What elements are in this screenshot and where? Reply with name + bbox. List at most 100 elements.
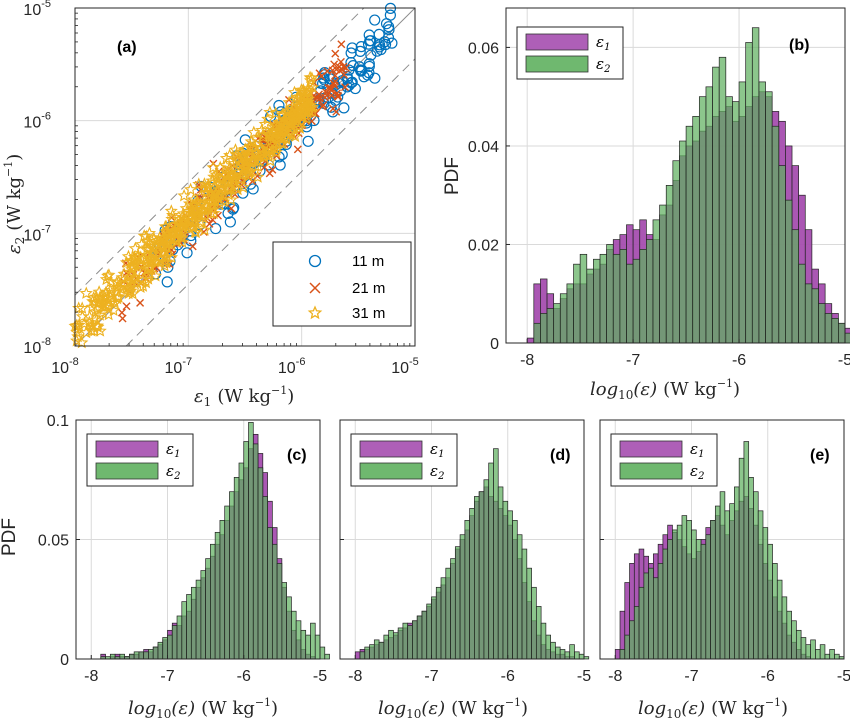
panel-e-bar-eps2	[767, 543, 773, 660]
panel-c-bar-eps2	[286, 596, 292, 660]
panel-c-bar-eps2	[233, 477, 240, 660]
panel-c-bar-eps2	[148, 649, 154, 660]
legend-label-31m: 31 m	[352, 305, 385, 322]
panel-c-xtick-label: -5	[313, 668, 327, 685]
scatter-point-31m	[77, 316, 91, 330]
panel-e-bar-eps2	[667, 539, 673, 660]
panel-e-bar-eps2	[710, 520, 716, 660]
legend-marker-21m	[309, 282, 321, 294]
scatter-point-31m	[160, 236, 174, 250]
scatter-point-31m	[146, 254, 160, 267]
panel-b-ytick-label: 0.02	[468, 237, 499, 254]
scatter-point-31m	[218, 158, 233, 172]
panel-b-tag: (b)	[789, 37, 809, 54]
panel-c-bar-eps2	[109, 653, 116, 660]
panel-d-bar-eps2	[426, 603, 432, 660]
scatter-point-31m	[294, 83, 308, 96]
panel-b-xlabel: log10(ε) (W kg−1)	[590, 377, 740, 402]
panel-d-bar-eps2	[550, 641, 556, 660]
panel-e-bar-eps2	[714, 505, 721, 660]
scatter-point-31m	[130, 276, 144, 289]
panel-a-axes-box	[74, 7, 416, 347]
scatter-point-31m	[306, 80, 320, 94]
panel-d-xtick-label: -7	[424, 668, 438, 685]
panel-e-bar-eps2	[734, 486, 740, 660]
panel-d-bar-eps2	[583, 656, 590, 660]
panel-e-bar-eps2	[633, 606, 640, 660]
scatter-point-31m	[124, 253, 138, 267]
panel-d-bar-eps2	[397, 627, 404, 660]
panel-d-ticks: -8 -7 -6 -5	[340, 419, 591, 685]
panel-d-bar-eps2	[421, 610, 428, 660]
scatter-point-31m	[269, 118, 283, 131]
panel-d-legend-swatch-1	[359, 440, 423, 458]
panel-e-bar-eps2	[672, 529, 678, 660]
panel-a-legend-box	[272, 241, 412, 327]
scatter-point-31m	[140, 240, 154, 254]
panel-e-xtick-label: -8	[608, 668, 622, 685]
panel-d-bar-eps2	[469, 508, 475, 660]
panel-e-bar-eps2	[738, 457, 745, 660]
panel-e-bar-eps2	[676, 524, 683, 660]
scatter-point-21m	[118, 314, 127, 323]
panel-b-bar-eps2	[758, 81, 766, 344]
scatter-point-31m	[93, 308, 107, 321]
scatter-point-31m	[283, 117, 297, 131]
panel-b-bar-eps2	[639, 249, 647, 344]
panel-b-axes-box	[505, 7, 846, 344]
scatter-point-31m	[84, 319, 98, 332]
panel-c-bar-eps2	[300, 629, 307, 660]
panel-e-legend-label-2: ε2	[690, 462, 704, 482]
panel-b-bar-eps2	[692, 116, 700, 344]
panel-e-legend: ε1 ε2	[610, 433, 718, 487]
scatter-point-31m	[210, 170, 224, 184]
scatter-point-11m	[224, 216, 236, 228]
panel-b-xtick-label: -6	[732, 352, 746, 369]
scatter-point-31m	[280, 128, 295, 141]
panel-d-bar-eps2	[383, 634, 389, 660]
panel-b-bar-eps2	[586, 268, 594, 344]
scatter-point-31m	[197, 177, 212, 190]
panel-a-ytick-label: 10-7	[23, 223, 51, 244]
scatter-point-31m	[173, 218, 187, 231]
scatter-point-31m	[305, 104, 320, 118]
panel-e-bar-eps2	[729, 503, 735, 660]
panel-c-bar-eps2	[295, 620, 302, 660]
scatter-point-11m	[364, 35, 376, 47]
panel-c-bar-eps2	[224, 505, 230, 660]
panel-e-bar-eps2	[629, 620, 635, 660]
scatter-point-31m	[299, 93, 313, 106]
panel-a-ticks: 10-810-8 10-7 10-7 10-6 10-6 10-5 10-5	[23, 0, 418, 377]
scatter-point-31m	[102, 287, 117, 301]
scatter-point-21m	[340, 83, 349, 92]
scatter-point-21m	[331, 49, 340, 58]
scatter-point-31m	[251, 170, 265, 183]
panel-b-bar-eps2	[765, 91, 773, 344]
scatter-point-31m	[294, 99, 308, 112]
panel-e-bar-eps2	[819, 644, 826, 660]
panel-d-bar-eps1	[354, 651, 361, 660]
scatter-point-21m	[315, 69, 324, 78]
scatter-point-31m	[255, 123, 269, 136]
panel-e-legend-swatch-2	[619, 462, 683, 480]
panel-a: 10-810-8 10-7 10-7 10-6 10-6 10-5 10-5 (a) 11 …	[2, 0, 419, 409]
scatter-point-11m	[356, 64, 368, 76]
scatter-point-31m	[239, 157, 253, 171]
scatter-point-31m	[193, 189, 207, 203]
panel-b-bar-eps2	[652, 219, 660, 344]
scatter-point-31m	[290, 90, 304, 103]
panel-c-xtick-label: -6	[237, 668, 251, 685]
scatter-point-31m	[158, 258, 172, 272]
scatter-point-11m	[274, 159, 286, 171]
panel-c-bar-eps2	[219, 520, 226, 660]
panel-b-legend-label-1: ε1	[596, 33, 610, 53]
scatter-point-31m	[226, 174, 240, 187]
scatter-point-21m	[268, 165, 277, 174]
panel-e: -8 -7 -6 -5 (e) log10(ε) (W kg−1) ε1 ε2	[599, 419, 850, 721]
panel-b-bar-eps2	[778, 165, 786, 344]
scatter-point-31m	[241, 148, 255, 162]
scatter-point-31m	[147, 239, 161, 252]
panel-c-bar-eps2	[200, 570, 206, 660]
panel-c-bar-eps2	[186, 594, 192, 660]
